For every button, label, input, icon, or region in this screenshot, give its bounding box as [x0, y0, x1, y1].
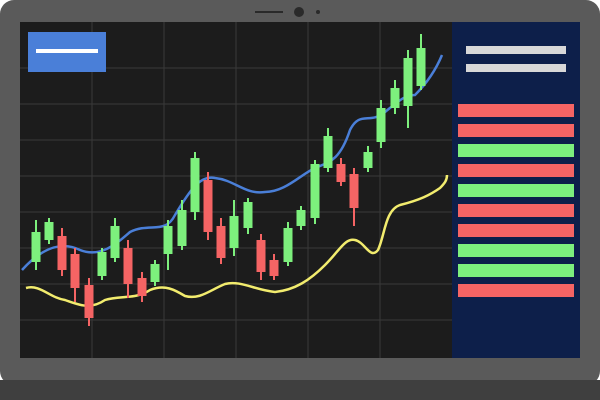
- candle-body: [84, 285, 94, 318]
- trend-line: [25, 174, 449, 307]
- candles: [31, 34, 426, 326]
- panel-row: [458, 224, 574, 237]
- candle-body: [390, 88, 400, 108]
- candle-body: [190, 158, 200, 212]
- candle-body: [349, 174, 359, 208]
- candle-body: [269, 260, 279, 276]
- panel-row: [458, 104, 574, 117]
- candle-body: [363, 152, 373, 168]
- candle-body: [203, 180, 213, 232]
- panel-row: [458, 204, 574, 217]
- candle-body: [137, 278, 147, 296]
- panel-row: [458, 264, 574, 277]
- candle-body: [44, 222, 54, 240]
- panel-heading-bar: [466, 46, 566, 54]
- panel-heading-bar: [466, 64, 566, 72]
- candle-body: [57, 236, 67, 270]
- candle-body: [283, 228, 293, 262]
- candle-body: [216, 226, 226, 258]
- candle-body: [123, 248, 133, 284]
- candle-body: [177, 210, 187, 246]
- candle-body: [310, 164, 320, 218]
- laptop-base: [0, 380, 600, 400]
- panel-row: [458, 284, 574, 297]
- candle-body: [150, 264, 160, 282]
- candle-body: [376, 108, 386, 142]
- candle-body: [31, 232, 41, 262]
- candle-body: [97, 252, 107, 276]
- candle-body: [416, 48, 426, 86]
- camera: [294, 7, 304, 17]
- candle-body: [243, 202, 253, 228]
- camera-light: [316, 10, 320, 14]
- panel-row: [458, 124, 574, 137]
- candle-body: [323, 136, 333, 168]
- panel-row: [458, 184, 574, 197]
- panel-rows: [458, 104, 574, 297]
- candle-body: [336, 164, 346, 182]
- candle-body: [229, 216, 239, 248]
- panel-row: [458, 244, 574, 257]
- candle-body: [70, 254, 80, 288]
- candle-body: [296, 210, 306, 226]
- candle-body: [163, 226, 173, 254]
- candle-body: [403, 58, 413, 106]
- candle-body: [256, 240, 266, 272]
- panel-row: [458, 164, 574, 177]
- candle-body: [110, 226, 120, 258]
- panel-row: [458, 144, 574, 157]
